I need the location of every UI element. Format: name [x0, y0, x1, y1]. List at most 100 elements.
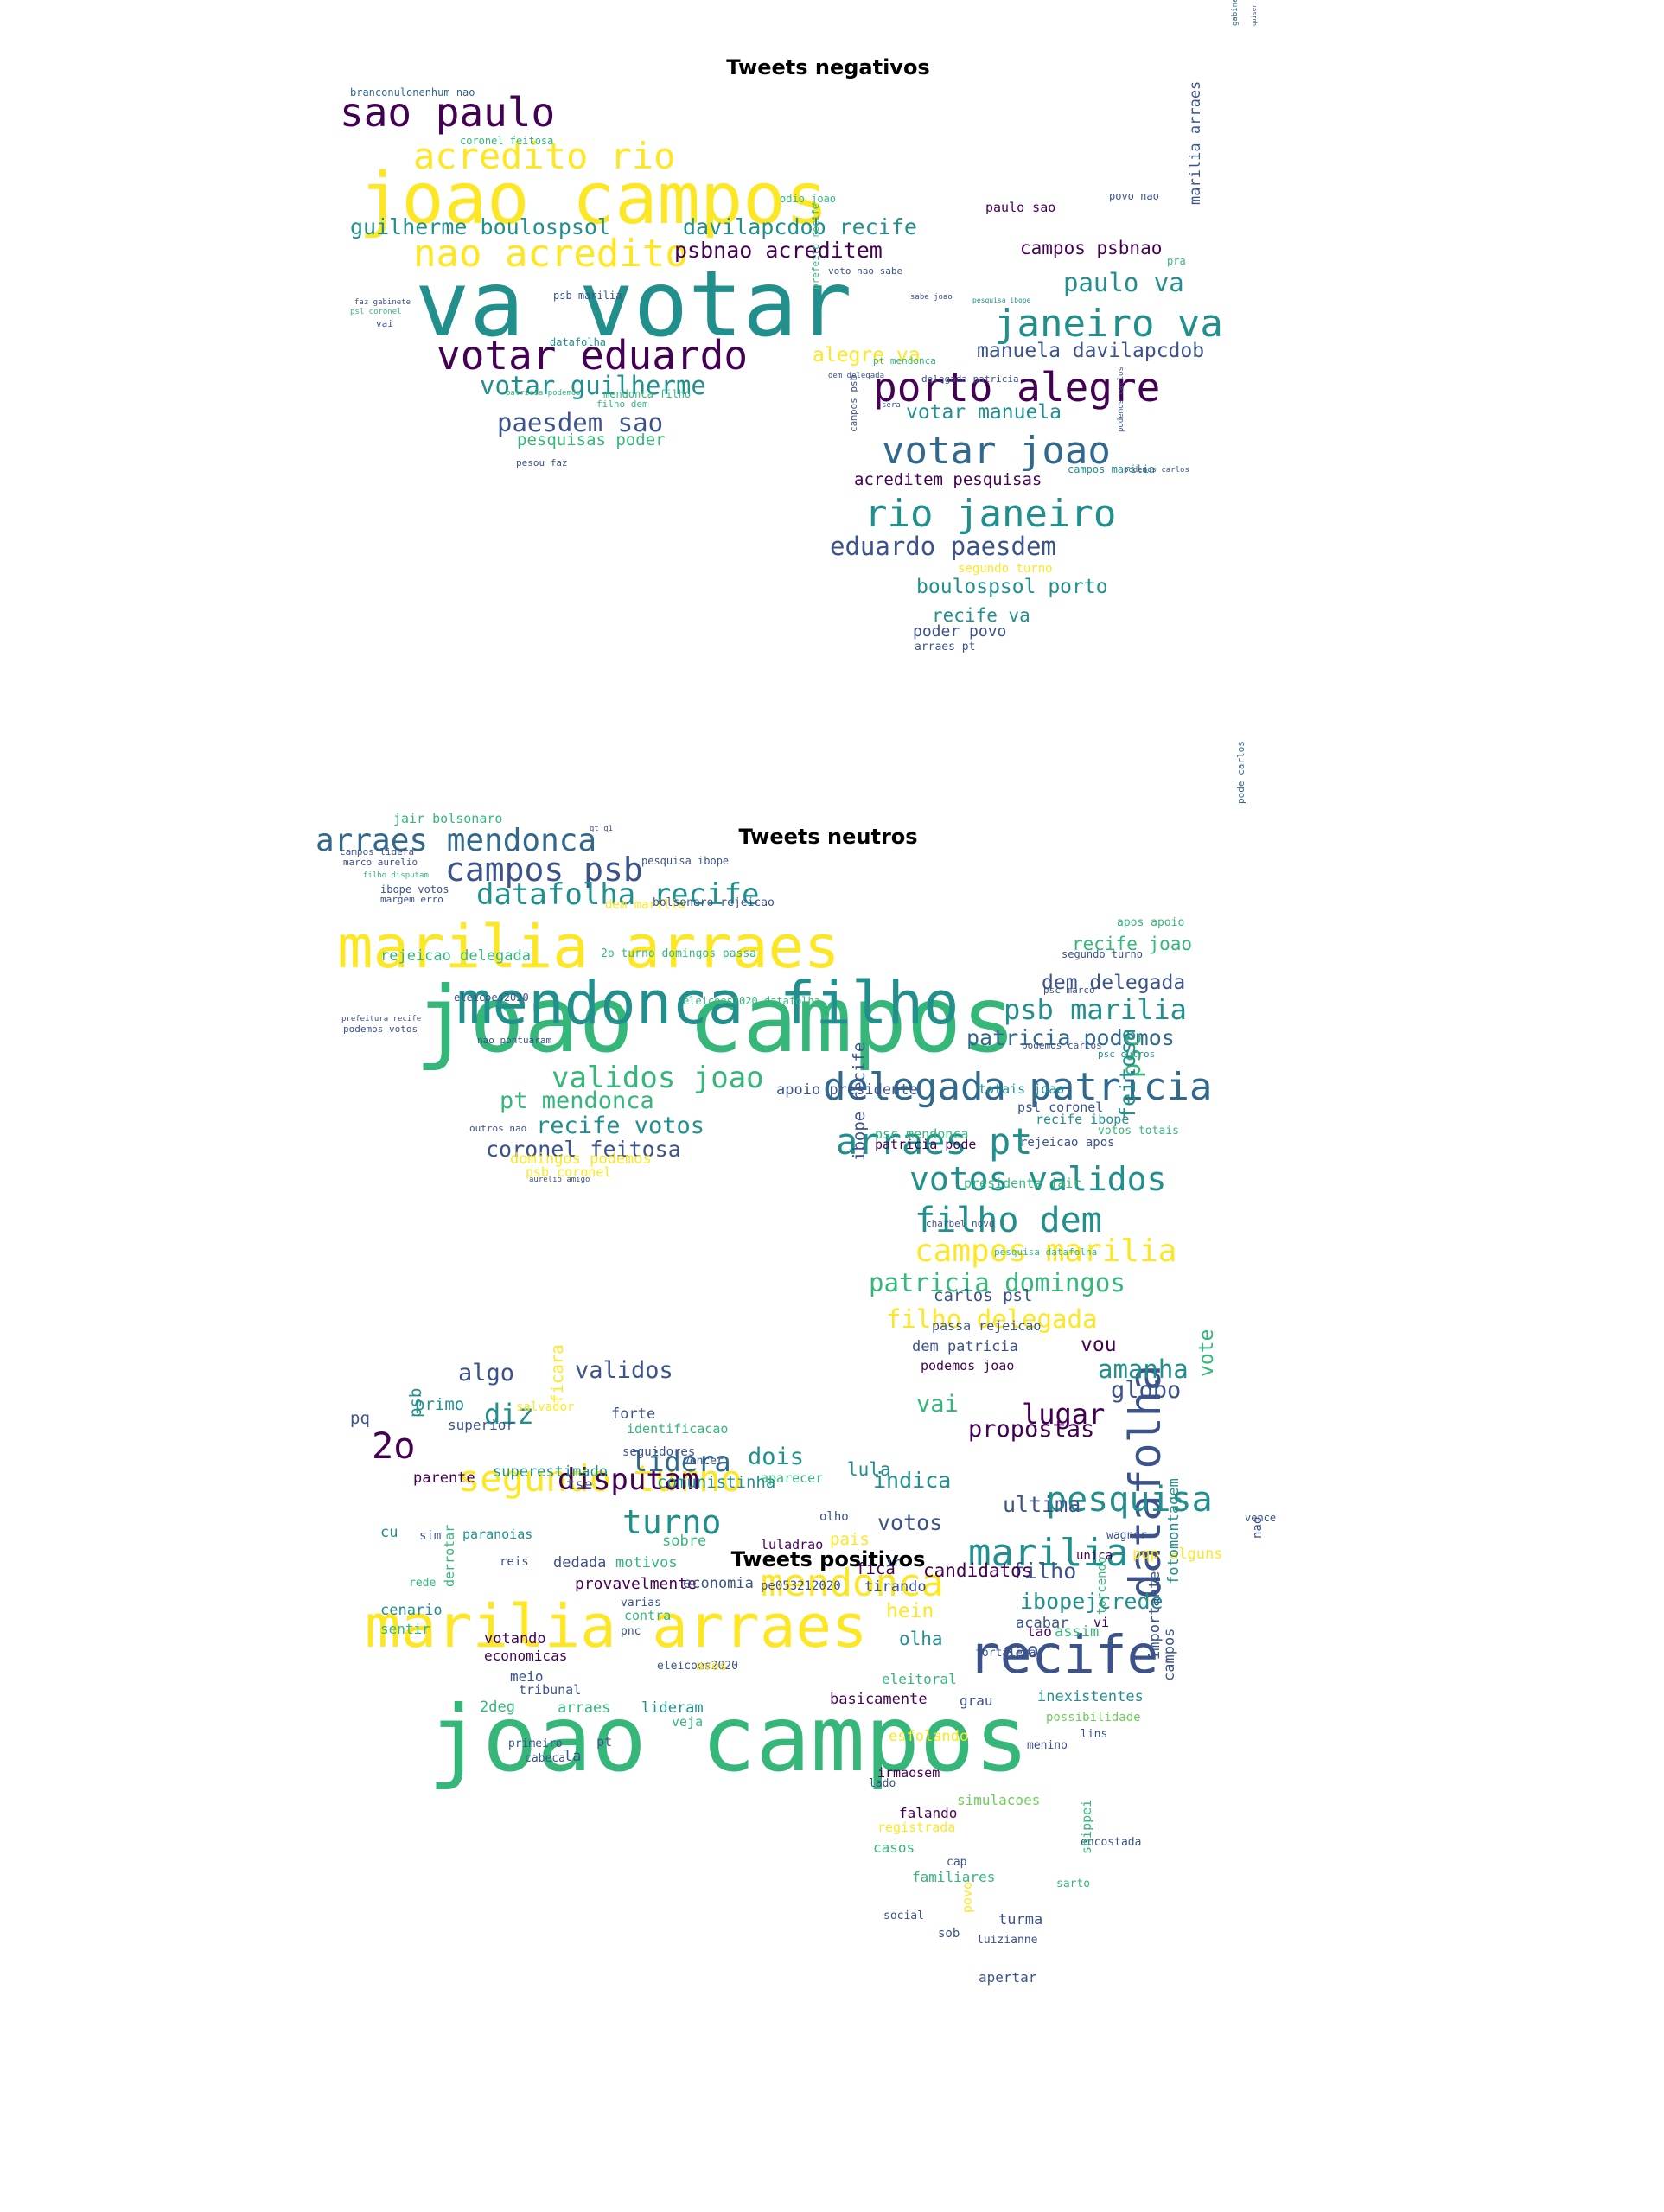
word-nao-acredito: nao acredito [413, 232, 688, 276]
word-carlos-psl: carlos psl [934, 1286, 1033, 1305]
word-povo: povo [960, 1881, 975, 1913]
word-motivos: motivos [615, 1554, 678, 1571]
wordcloud-neutros: Tweets neutros joao campos marilia arraes… [0, 717, 1664, 1435]
word-gabinete-odio: gabinete odio [1231, 0, 1240, 26]
word-mendonca-filho: mendonca filho [456, 969, 960, 1038]
word-la: la [564, 1748, 582, 1765]
word-feitosa: feitosa [1115, 1028, 1140, 1119]
word-eleicoes2020: eleicoes2020 [454, 991, 529, 1004]
word-mendonca: mendonca [761, 1561, 944, 1605]
word-campos-psb: campos psb [445, 851, 643, 889]
word-amanha: amanha [1098, 1355, 1189, 1384]
word-segundo-turno: segundo turno [458, 1457, 743, 1500]
word-eduardo-paesdem: eduardo paesdem [830, 532, 1056, 561]
word-dedada: dedada [553, 1554, 607, 1571]
word-recife: recife [968, 1624, 1159, 1686]
word-segundo-turno: segundo turno [1062, 948, 1143, 960]
word-cenario: cenario [380, 1602, 443, 1619]
word-recife-va: recife va [932, 605, 1030, 626]
word-odio-joao: odio joao [780, 193, 837, 205]
word-recife-joao: recife joao [1072, 934, 1193, 954]
word-votando: votando [484, 1630, 546, 1648]
word-2o-turno-domingos-passa: 2o turno domingos passa [601, 947, 757, 960]
word-podemos-joao: podemos joao [921, 1358, 1015, 1374]
word-guilherme-boulospsol: guilherme boulospsol [350, 214, 611, 239]
word-pra: pra [1167, 255, 1186, 267]
word-encostada: encostada [1081, 1836, 1142, 1849]
word-primeiro: primeiro [508, 1737, 563, 1750]
word-economicas: economicas [484, 1648, 568, 1664]
word-menino: menino [1027, 1739, 1068, 1752]
word-propostas: propostas [968, 1416, 1095, 1443]
word-pesquisa: pesquisa [1046, 1480, 1213, 1520]
word-branconulonenhum-nao: branconulonenhum nao [350, 86, 475, 99]
word-psbnao-acreditem: psbnao acreditem [674, 238, 883, 263]
word-shippei: shippei [1079, 1799, 1094, 1854]
word-sob: sob [938, 1927, 960, 1941]
word-gt-g1: gt g1 [590, 825, 614, 833]
word-campos-marilia: campos marilia [1068, 463, 1156, 475]
word-psl-coronel: psl coronel [350, 308, 402, 316]
word-irmaosem: irmaosem [877, 1765, 940, 1781]
word-joao-campos: joao campos [428, 1686, 1030, 1792]
word-seguidores: seguidores [622, 1445, 696, 1459]
word-aurelio-amigo: aurelio amigo [529, 1176, 590, 1184]
word-pais: pais [830, 1530, 870, 1549]
panel-title: Tweets positivos [730, 1547, 926, 1571]
word-nao-pontuaram: nao pontuaram [477, 1035, 552, 1046]
word-social: social [883, 1909, 924, 1922]
word-sera: sera [882, 401, 901, 410]
word-identificacao: identificacao [627, 1421, 729, 1437]
word-campos-marilia: campos marilia [915, 1233, 1177, 1269]
word-votar-eduardo: votar eduardo [437, 332, 749, 379]
word-filho-dem: filho dem [596, 398, 648, 410]
word-psb: psb [406, 1387, 425, 1418]
word-diz: diz [484, 1398, 534, 1431]
word-patricia-podemos: patricia podemos [506, 389, 581, 398]
word-marilia-arraes: marilia arraes [337, 913, 840, 982]
word-superestimado: superestimado [493, 1463, 609, 1481]
word-patricia-podemos: patricia podemos [966, 1025, 1175, 1050]
word-apoio-presidente: apoio presidente [776, 1081, 918, 1099]
word-acredito-rio: acredito rio [413, 135, 676, 177]
word-votar-joao: votar joao [882, 429, 1111, 473]
word-vencer: vencer [683, 1455, 724, 1468]
word-reis: reis [500, 1555, 529, 1569]
word-pnc: pnc [621, 1625, 641, 1638]
word-fotomontagem: fotomontagem [1165, 1478, 1183, 1584]
word-psb-marilia: psb marilia [553, 290, 622, 302]
word-superior: superior [448, 1417, 515, 1433]
word-campos-psbnao: campos psbnao [1020, 238, 1163, 258]
word-lideram: lideram [641, 1699, 704, 1717]
word-jair-bolsonaro: jair bolsonaro [393, 811, 503, 826]
word-vote: vote [1195, 1329, 1218, 1377]
word-sarto: sarto [1056, 1877, 1091, 1890]
word-campos-psb: campos psb [848, 374, 859, 432]
word-pt-mendonca: pt mendonca [873, 355, 936, 367]
word-pt: pt [596, 1734, 613, 1750]
word-salvador: salvador [516, 1400, 575, 1414]
word-ir: ir [886, 1556, 901, 1570]
word-ibopejcrede: ibopejcrede [1020, 1589, 1164, 1614]
word-pqp: pqp [1132, 1546, 1159, 1563]
word-fica: fica [856, 1559, 896, 1578]
word-votar-guilherme: votar guilherme [480, 371, 706, 400]
word-simulacoes: simulacoes [957, 1792, 1041, 1808]
word-datafolha: datafolha [550, 336, 607, 348]
word-validos-joao: validos joao [551, 1061, 764, 1095]
word-patricia-domingos: patricia domingos [869, 1268, 1125, 1297]
word-sao: sao [1003, 1640, 1039, 1662]
word-2deg: 2deg [480, 1699, 515, 1716]
word-quiser-prefeito: quiser prefeito [1251, 0, 1258, 26]
panel-title: Tweets negativos [726, 55, 930, 80]
word-disputam: disputam [558, 1463, 699, 1497]
word-eleicoes2020: eleicoes2020 [657, 1660, 738, 1673]
word-wagner: wagner [1106, 1529, 1147, 1542]
word-pesou-faz: pesou faz [516, 457, 568, 469]
word-parente: parente [413, 1469, 475, 1487]
word-algo: algo [458, 1360, 515, 1386]
word-ibope-recife: ibope recife [850, 1042, 869, 1161]
word-podemos-carlos: podemos carlos [1117, 367, 1125, 432]
word-marilia-arraes: marilia arraes [365, 1592, 868, 1661]
word-vai: vai [376, 318, 393, 329]
